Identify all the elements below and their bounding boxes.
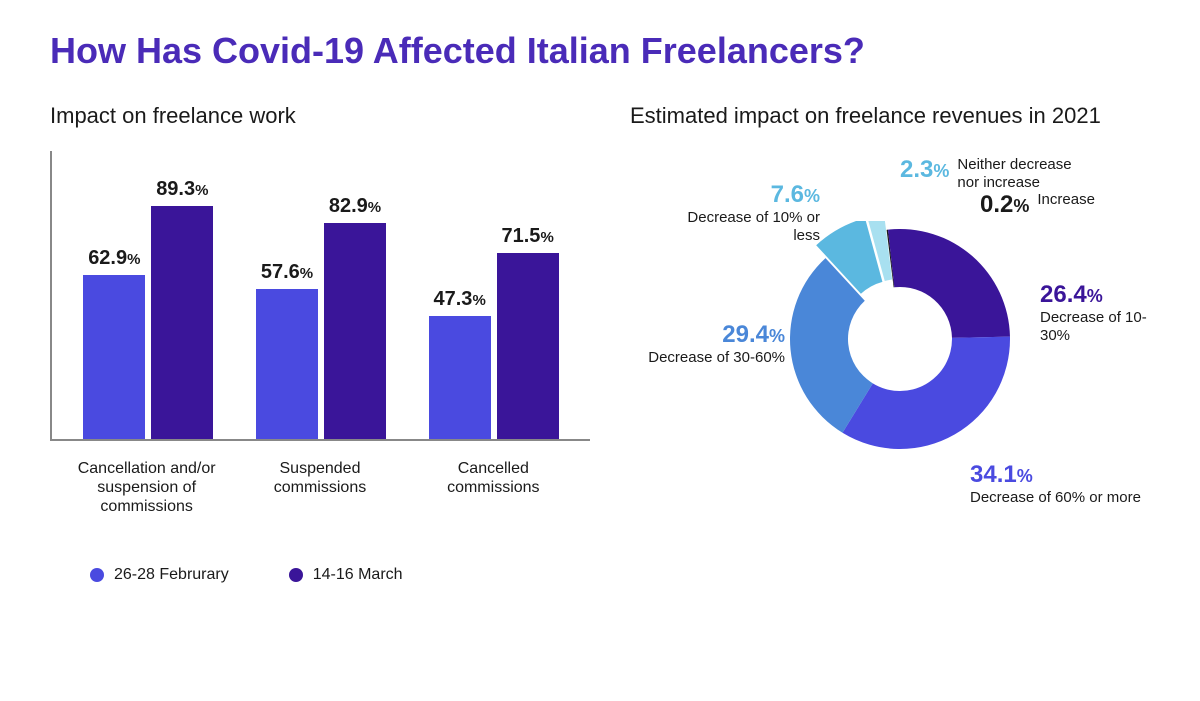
- bar: 71.5%: [497, 253, 559, 439]
- donut-slice-label: 7.6%Decrease of 10% or less: [670, 181, 820, 246]
- donut-slice-value: 29.4%: [635, 321, 785, 350]
- bar: 47.3%: [429, 316, 491, 439]
- donut-slice-text: Decrease of 10-30%: [1040, 309, 1150, 345]
- donut-slice-label: 0.2% Increase: [980, 191, 1095, 220]
- donut-slice-text: Decrease of 30-60%: [635, 349, 785, 367]
- legend-dot-icon: [289, 568, 303, 582]
- bar-group: 62.9%89.3%: [83, 151, 213, 439]
- bar-category-labels: Cancellation and/or suspension of commis…: [50, 451, 590, 517]
- donut-slice: [888, 229, 1010, 338]
- bar-chart-panel: Impact on freelance work 62.9%89.3%57.6%…: [50, 102, 590, 584]
- bar: 57.6%: [256, 289, 318, 439]
- bar-value-label: 82.9%: [329, 195, 381, 218]
- donut-slice-label: 34.1%Decrease of 60% or more: [970, 461, 1141, 508]
- donut-slice-label: 26.4%Decrease of 10-30%: [1040, 281, 1150, 346]
- donut-slice-text: Increase: [1037, 191, 1095, 209]
- donut-chart-panel: Estimated impact on freelance revenues i…: [630, 102, 1150, 584]
- bar-group: 57.6%82.9%: [256, 151, 386, 439]
- donut-slice: [842, 336, 1010, 448]
- donut-slice-text: Decrease of 10% or less: [670, 209, 820, 245]
- donut-slice-text: Decrease of 60% or more: [970, 489, 1141, 507]
- bar-group: 47.3%71.5%: [429, 151, 559, 439]
- bar-chart: 62.9%89.3%57.6%82.9%47.3%71.5%: [50, 151, 590, 441]
- legend-item: 26-28 Februrary: [90, 566, 229, 584]
- bar-category-label: Suspended commissions: [245, 459, 395, 517]
- bar-value-label: 71.5%: [502, 225, 554, 248]
- bar-category-label: Cancellation and/or suspension of commis…: [72, 459, 222, 517]
- donut-slice-label: 2.3% Neither decrease nor increase: [900, 156, 1087, 192]
- bar-value-label: 47.3%: [434, 288, 486, 311]
- bar: 62.9%: [83, 275, 145, 439]
- bar: 82.9%: [324, 223, 386, 439]
- bar-legend: 26-28 Februrary 14-16 March: [50, 566, 590, 584]
- bar-value-label: 89.3%: [156, 178, 208, 201]
- bar-value-label: 62.9%: [88, 247, 140, 270]
- bar: 89.3%: [151, 206, 213, 438]
- bar-value-label: 57.6%: [261, 261, 313, 284]
- donut-slice-value: 2.3%: [900, 156, 949, 185]
- bar-chart-title: Impact on freelance work: [50, 102, 590, 131]
- donut-slice-value: 7.6%: [670, 181, 820, 210]
- legend-item: 14-16 March: [289, 566, 403, 584]
- donut-slice-value: 26.4%: [1040, 281, 1150, 310]
- legend-label: 26-28 Februrary: [114, 566, 229, 584]
- donut-slice-text: Neither decrease nor increase: [957, 156, 1087, 192]
- donut-chart: 0.2% Increase 26.4%Decrease of 10-30% 34.1%…: [630, 151, 1150, 571]
- donut-chart-title: Estimated impact on freelance revenues i…: [630, 102, 1150, 131]
- bar-category-label: Cancelled commissions: [418, 459, 568, 517]
- donut-slice-label: 29.4%Decrease of 30-60%: [635, 321, 785, 368]
- donut-svg: [790, 221, 1030, 471]
- donut-slice-value: 34.1%: [970, 461, 1141, 490]
- legend-dot-icon: [90, 568, 104, 582]
- charts-container: Impact on freelance work 62.9%89.3%57.6%…: [50, 102, 1150, 584]
- page-title: How Has Covid-19 Affected Italian Freela…: [50, 30, 1150, 72]
- legend-label: 14-16 March: [313, 566, 403, 584]
- donut-slice-value: 0.2%: [980, 191, 1029, 220]
